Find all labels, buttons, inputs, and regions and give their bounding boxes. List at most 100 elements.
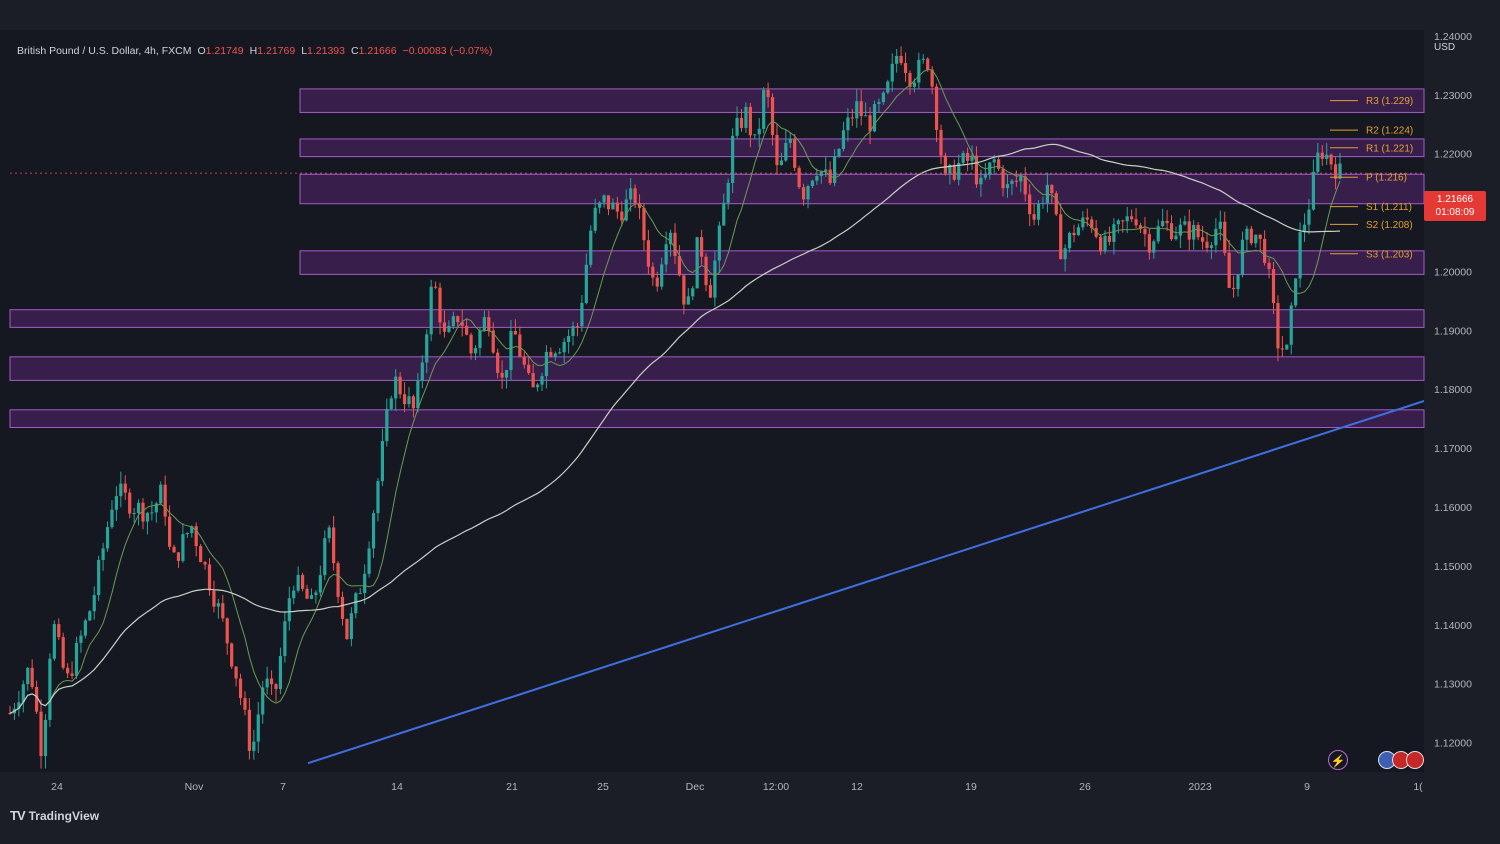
candle-body-124[interactable] <box>558 352 562 354</box>
candle-body-131[interactable] <box>589 230 593 265</box>
candle-body-123[interactable] <box>553 353 557 357</box>
price-scale[interactable] <box>1424 30 1500 800</box>
candle-body-186[interactable] <box>833 156 837 184</box>
symbol-title[interactable]: British Pound / U.S. Dollar, 4h, FXCM <box>17 45 192 57</box>
candle-body-139[interactable] <box>624 199 628 221</box>
sr-zone-2[interactable] <box>299 138 1425 158</box>
candle-body-119[interactable] <box>535 384 540 388</box>
candle-body-19[interactable] <box>92 595 96 612</box>
candle-body-146[interactable] <box>655 277 659 287</box>
candle-body-44[interactable] <box>203 562 207 565</box>
candle-body-181[interactable] <box>810 180 815 187</box>
candle-body-286[interactable] <box>1276 303 1280 349</box>
candle-body-81[interactable] <box>367 548 371 574</box>
candle-body-283[interactable] <box>1263 238 1267 263</box>
candle-body-189[interactable] <box>846 117 850 131</box>
candle-body-102[interactable] <box>460 322 464 326</box>
candle-body-144[interactable] <box>646 240 650 267</box>
candle-body-51[interactable] <box>234 666 238 679</box>
candle-body-216[interactable] <box>966 153 970 161</box>
candle-body-255[interactable] <box>1138 225 1143 229</box>
candle-body-180[interactable] <box>806 186 810 200</box>
candle-body-285[interactable] <box>1271 268 1276 304</box>
candle-body-20[interactable] <box>97 559 101 596</box>
sr-zone-5[interactable] <box>9 309 1425 328</box>
candle-body-80[interactable] <box>363 573 367 594</box>
candle-body-199[interactable] <box>890 63 894 82</box>
candle-body-125[interactable] <box>562 341 566 353</box>
candle-body-151[interactable] <box>677 255 682 276</box>
candle-body-257[interactable] <box>1147 234 1151 253</box>
candle-body-150[interactable] <box>673 232 677 256</box>
candle-body-6[interactable] <box>35 686 39 712</box>
candle-body-170[interactable] <box>762 89 766 129</box>
candle-body-297[interactable] <box>1325 154 1329 159</box>
candle-body-128[interactable] <box>575 326 580 328</box>
candle-body-63[interactable] <box>287 598 291 622</box>
economic-events-flags[interactable] <box>1378 751 1426 771</box>
candle-body-13[interactable] <box>66 667 70 674</box>
candle-body-247[interactable] <box>1103 236 1107 252</box>
candle-body-105[interactable] <box>473 348 478 354</box>
candle-body-214[interactable] <box>957 162 961 180</box>
candle-body-225[interactable] <box>1005 184 1010 189</box>
candle-body-261[interactable] <box>1165 220 1169 224</box>
candle-body-27[interactable] <box>128 492 132 514</box>
candle-body-210[interactable] <box>939 129 943 156</box>
candle-body-265[interactable] <box>1183 221 1187 225</box>
candle-body-238[interactable] <box>1063 248 1067 260</box>
candle-body-10[interactable] <box>52 624 56 659</box>
candle-body-153[interactable] <box>686 296 690 305</box>
candle-body-104[interactable] <box>469 334 473 354</box>
candle-body-196[interactable] <box>877 102 881 104</box>
candle-body-198[interactable] <box>886 81 890 93</box>
candle-body-237[interactable] <box>1059 214 1063 260</box>
candle-body-64[interactable] <box>292 590 296 599</box>
candle-body-149[interactable] <box>668 232 673 245</box>
candle-body-134[interactable] <box>602 195 606 203</box>
candle-body-183[interactable] <box>819 171 823 176</box>
candle-body-160[interactable] <box>717 225 721 261</box>
candle-body-248[interactable] <box>1107 236 1112 242</box>
candle-body-215[interactable] <box>961 153 965 163</box>
candle-body-299[interactable] <box>1333 164 1338 179</box>
candle-body-289[interactable] <box>1289 305 1293 345</box>
candle-body-165[interactable] <box>739 117 744 128</box>
candle-body-73[interactable] <box>332 527 336 564</box>
candle-body-270[interactable] <box>1205 241 1209 248</box>
candle-body-143[interactable] <box>642 207 646 241</box>
candle-body-16[interactable] <box>79 635 83 643</box>
candle-body-294[interactable] <box>1311 171 1315 210</box>
candle-body-70[interactable] <box>318 575 322 593</box>
candle-body-133[interactable] <box>598 202 602 208</box>
candle-body-58[interactable] <box>265 678 269 688</box>
candle-body-208[interactable] <box>930 69 934 87</box>
candle-body-65[interactable] <box>296 574 300 591</box>
candle-body-241[interactable] <box>1076 227 1081 236</box>
candle-body-230[interactable] <box>1028 194 1032 215</box>
candle-body-53[interactable] <box>243 698 247 710</box>
candle-body-142[interactable] <box>637 203 642 208</box>
candle-body-98[interactable] <box>442 322 447 332</box>
candle-body-221[interactable] <box>988 162 992 176</box>
time-scale[interactable] <box>0 772 1424 800</box>
candle-body-88[interactable] <box>398 376 402 395</box>
candle-body-118[interactable] <box>531 373 535 388</box>
candle-body-162[interactable] <box>726 182 730 203</box>
candle-body-231[interactable] <box>1032 214 1036 220</box>
candle-body-30[interactable] <box>141 502 145 522</box>
candle-body-39[interactable] <box>181 534 185 561</box>
candle-body-132[interactable] <box>593 207 597 231</box>
candle-body-172[interactable] <box>770 97 775 135</box>
candle-body-217[interactable] <box>970 155 974 161</box>
candle-body-71[interactable] <box>323 538 327 576</box>
candle-body-86[interactable] <box>389 398 393 409</box>
candle-body-62[interactable] <box>283 621 287 657</box>
candle-body-117[interactable] <box>527 364 531 374</box>
candle-body-106[interactable] <box>478 330 482 349</box>
candle-body-182[interactable] <box>815 175 819 181</box>
sr-zone-7[interactable] <box>9 409 1425 429</box>
candle-body-2[interactable] <box>17 702 21 709</box>
candle-body-227[interactable] <box>1014 180 1018 182</box>
